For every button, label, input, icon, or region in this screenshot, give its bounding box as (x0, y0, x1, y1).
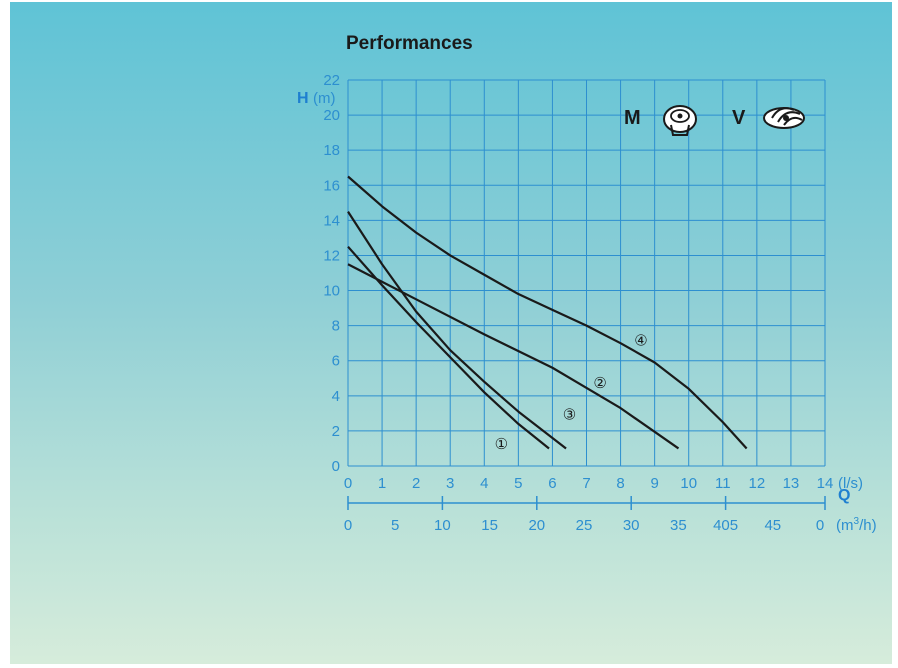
x-axis-symbol: Q (838, 487, 850, 504)
x-tick-label-ls: 13 (783, 475, 800, 492)
x-tick-label-m3h: 45 (764, 517, 781, 534)
y-tick-label: 4 (332, 388, 340, 405)
curve-line (347, 245, 550, 450)
y-tick-label: 12 (323, 247, 340, 264)
x-axis-unit-ls: (l/s) (838, 475, 863, 492)
x-tick-label-ls: 14 (817, 475, 834, 492)
y-tick-label: 14 (323, 212, 340, 229)
x-tick-label-ls: 11 (715, 475, 731, 492)
x-tick-label-ls: 3 (446, 475, 454, 492)
curves: ① ②③ ④ (347, 175, 748, 453)
x-tick-label-m3h: 20 (528, 517, 545, 534)
y-tick-label: 22 (323, 72, 340, 89)
x-tick-label-ls: 10 (680, 475, 697, 492)
x-tick-label-m3h: 35 (670, 517, 687, 534)
chart-title: Performances (346, 33, 473, 54)
x-tick-label-m3h: 25 (576, 517, 593, 534)
curve-line (347, 263, 680, 450)
x-tick-label-ls: 7 (582, 475, 590, 492)
chart-grid (347, 79, 826, 467)
curve-label: ② (593, 375, 606, 392)
x-tick-label-m3h: 0 (344, 517, 352, 534)
curve-line (347, 210, 567, 450)
y-tick-label: 18 (323, 142, 340, 159)
impeller-label-v: V (732, 107, 746, 129)
curve-label: ① (495, 436, 508, 453)
y-tick-label: 20 (323, 107, 340, 124)
y-axis-ticks: 0 2 4 6 8 10 12 14 16 18 20 22 (323, 72, 340, 475)
y-axis-unit: (m) (313, 90, 336, 107)
impeller-label-m: M (624, 107, 641, 129)
impeller-v-icon (763, 107, 805, 129)
x-tick-label-ls: 6 (548, 475, 556, 492)
x-axis-m3h: 0 5 10 15 20 25 30 35 405 45 0 (344, 496, 826, 534)
curve-label: ③ (563, 406, 576, 423)
x-tick-label-ls: 2 (412, 475, 420, 492)
curve-label: ④ (634, 333, 647, 350)
impeller-m-icon (663, 105, 697, 136)
x-tick-label-ls: 4 (480, 475, 488, 492)
x-axis-unit-m3h: (m3/h) (836, 516, 877, 534)
curve-line (347, 175, 748, 450)
x-tick-label-m3h: 0 (816, 517, 824, 534)
x-tick-label-ls: 8 (616, 475, 624, 492)
x-tick-label-ls: 0 (344, 475, 352, 492)
x-tick-label-m3h: 10 (434, 517, 451, 534)
y-tick-label: 16 (323, 177, 340, 194)
x-tick-label-ls: 12 (749, 475, 766, 492)
y-tick-label: 0 (332, 458, 340, 475)
x-tick-label-ls: 9 (650, 475, 658, 492)
x-tick-label-m3h: 5 (391, 517, 399, 534)
y-axis-symbol: H (297, 90, 309, 107)
x-axis-ticks-ls: 0 1 2 3 4 5 6 7 8 9 10 11 12 13 14 (344, 475, 834, 492)
x-tick-label-m3h: 405 (713, 517, 738, 534)
y-tick-label: 10 (323, 283, 340, 300)
x-tick-label-ls: 5 (514, 475, 522, 492)
x-tick-label-m3h: 30 (623, 517, 640, 534)
y-tick-label: 6 (332, 353, 340, 370)
y-tick-label: 8 (332, 318, 340, 335)
y-tick-label: 2 (332, 423, 340, 440)
x-tick-label-ls: 1 (378, 475, 386, 492)
chart-background (10, 2, 892, 664)
x-tick-label-m3h: 15 (481, 517, 498, 534)
